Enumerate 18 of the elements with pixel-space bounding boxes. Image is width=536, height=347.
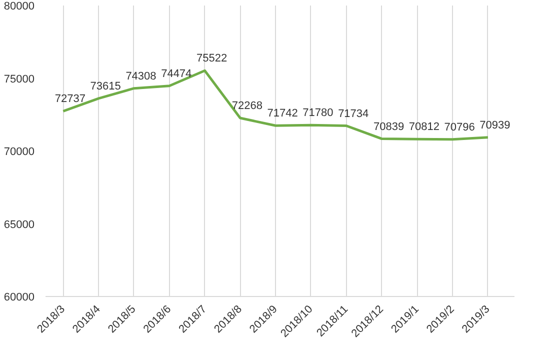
data-label: 72268 — [232, 100, 262, 112]
data-label: 71734 — [338, 108, 369, 120]
data-label: 73615 — [90, 80, 121, 92]
data-label: 72737 — [54, 93, 86, 106]
y-tick-label: 65000 — [4, 218, 35, 231]
data-label: 70796 — [444, 121, 475, 134]
data-label: 71780 — [302, 107, 334, 120]
data-label: 74474 — [161, 68, 192, 80]
data-label: 74308 — [126, 70, 156, 82]
y-tick-label: 80000 — [4, 0, 35, 12]
data-label: 71742 — [267, 108, 298, 120]
data-label: 70839 — [373, 120, 404, 133]
y-tick-label: 75000 — [4, 73, 35, 86]
data-label: 75522 — [196, 52, 228, 65]
y-tick-label: 60000 — [4, 292, 35, 304]
data-label: 70939 — [480, 119, 510, 132]
y-tick-label: 70000 — [4, 146, 35, 158]
data-label: 70812 — [408, 121, 440, 134]
